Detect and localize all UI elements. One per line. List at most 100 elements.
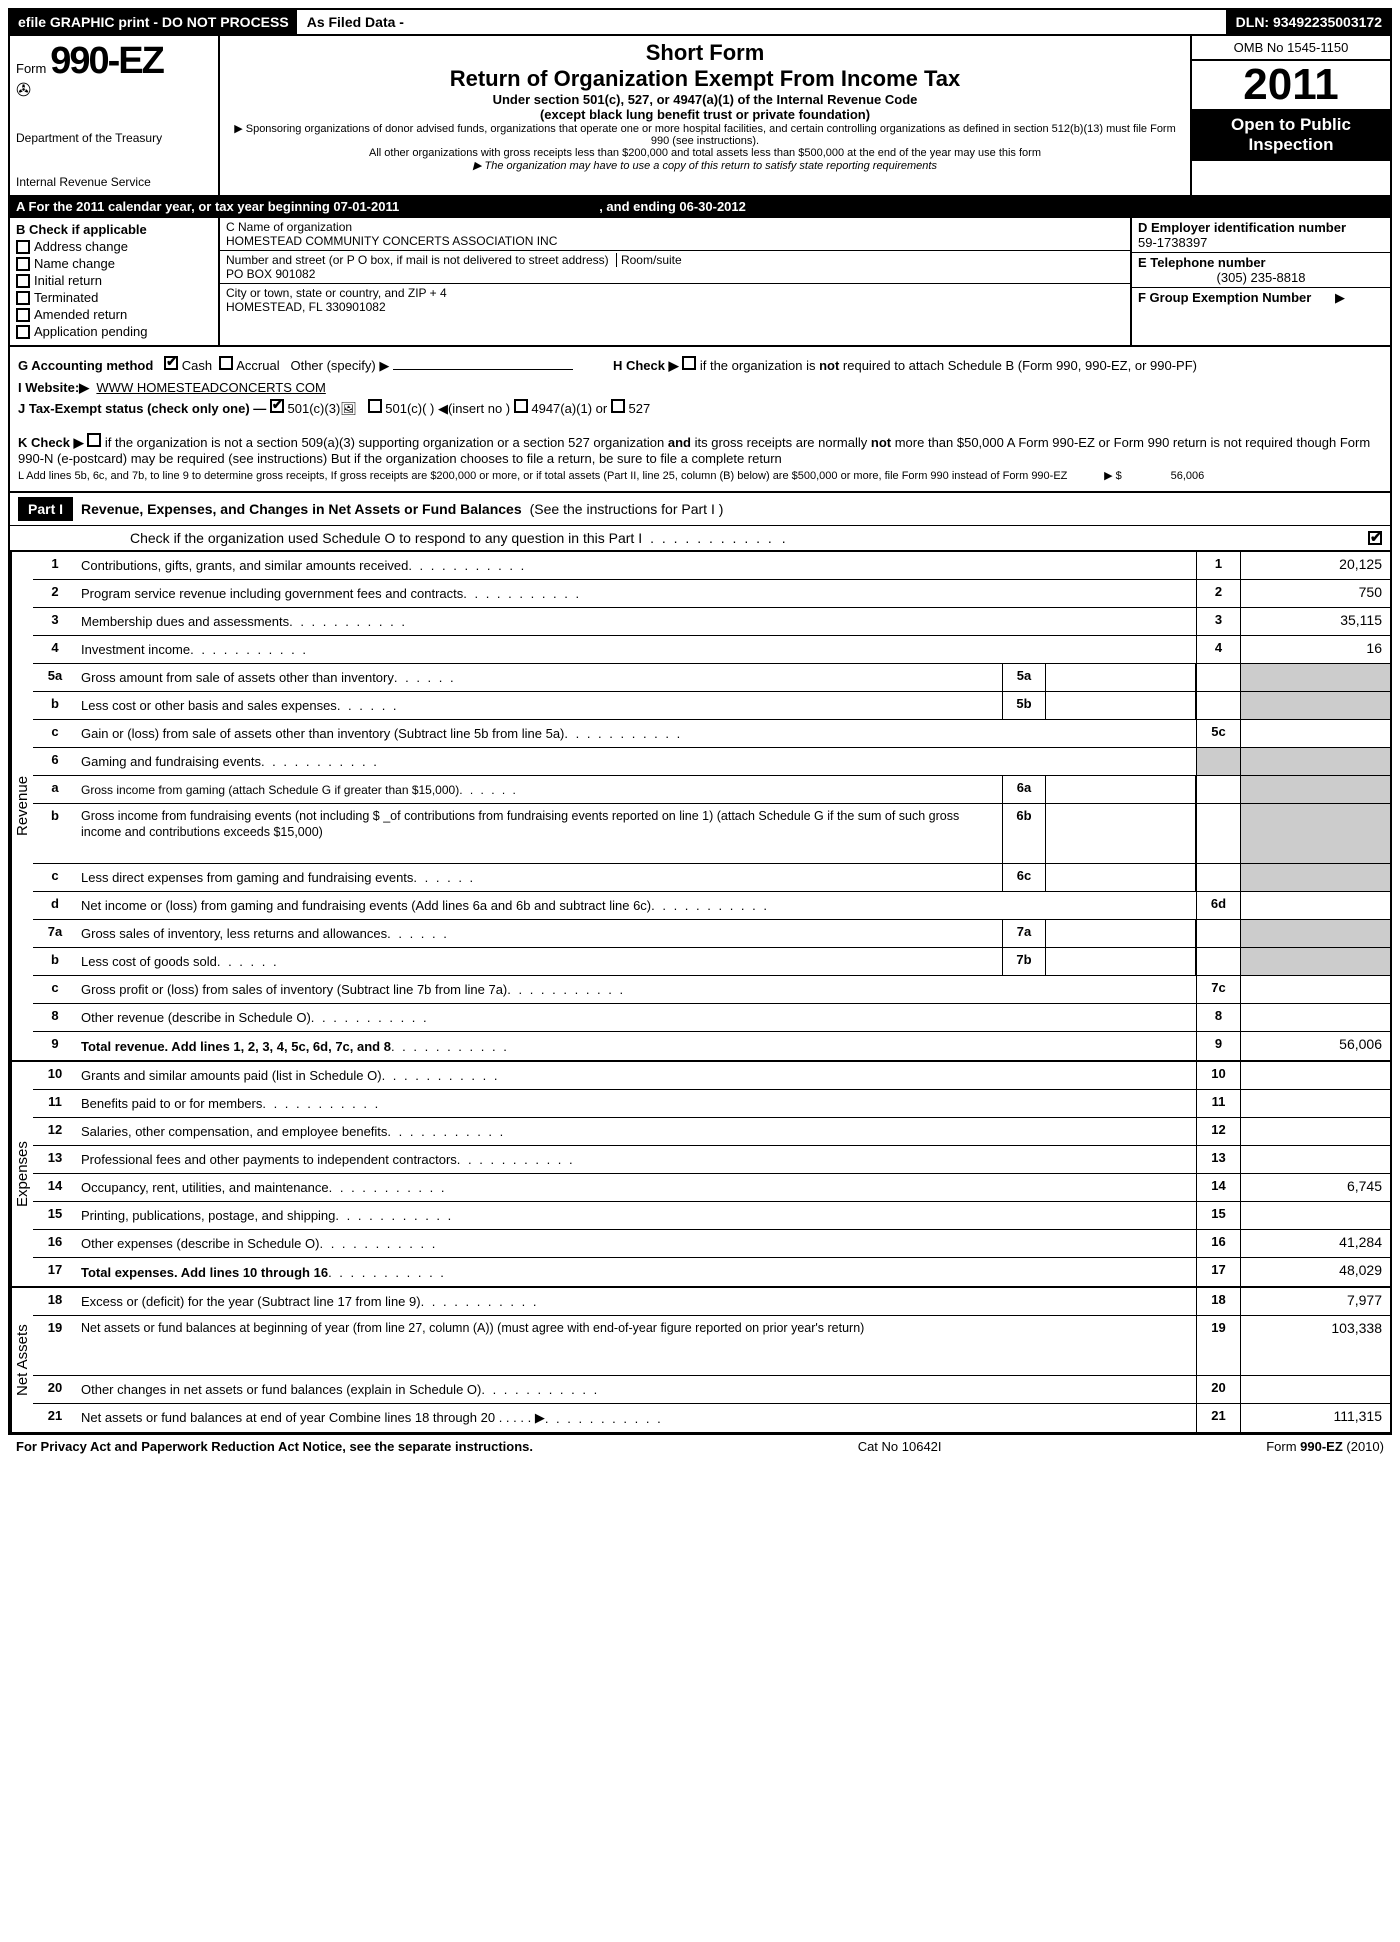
header-right: OMB No 1545-1150 2011 Open to Public Ins… (1190, 36, 1390, 195)
line-right-num: 21 (1196, 1404, 1240, 1432)
cash-checkbox[interactable]: ✔ (164, 356, 178, 370)
line-num: 12 (33, 1118, 77, 1145)
line-desc: Salaries, other compensation, and employ… (77, 1118, 1196, 1145)
line-desc: Net income or (loss) from gaming and fun… (77, 892, 1196, 919)
line-row: b Gross income from fundraising events (… (33, 804, 1390, 864)
line-right-num: 11 (1196, 1090, 1240, 1117)
part1-check-o: Check if the organization used Schedule … (130, 530, 642, 546)
line-desc: Benefits paid to or for members (77, 1090, 1196, 1117)
colb-checkbox-0[interactable] (16, 240, 30, 254)
line-mid-num: 5b (1002, 692, 1046, 719)
colb-option-1: Name change (16, 256, 212, 271)
line-num: 10 (33, 1062, 77, 1089)
line-row: 1 Contributions, gifts, grants, and simi… (33, 552, 1390, 580)
g-cash: Cash (182, 358, 212, 373)
netassets-vlabel: Net Assets (10, 1288, 33, 1432)
line-num: 13 (33, 1146, 77, 1173)
line-mid-num: 6c (1002, 864, 1046, 891)
line-g: G Accounting method ✔ Cash Accrual Other… (18, 356, 573, 374)
line-right-val: 7,977 (1240, 1288, 1390, 1315)
line-right-val: 41,284 (1240, 1230, 1390, 1257)
line-mid-val (1046, 864, 1196, 891)
colb-option-0: Address change (16, 239, 212, 254)
j-501c3-checkbox[interactable]: ✔ (270, 399, 284, 413)
sponsor-note-2: All other organizations with gross recei… (228, 147, 1182, 159)
line-row: 21 Net assets or fund balances at end of… (33, 1404, 1390, 1432)
line-h: H Check ▶ if the organization is not req… (613, 356, 1382, 374)
org-name-row: C Name of organization HOMESTEAD COMMUNI… (220, 218, 1130, 251)
line-right-val (1240, 1118, 1390, 1145)
j-4947-checkbox[interactable] (514, 399, 528, 413)
row-a-text2: , and ending 06-30-2012 (599, 199, 746, 214)
line-desc: Other revenue (describe in Schedule O) (77, 1004, 1196, 1031)
line-num: 21 (33, 1404, 77, 1432)
revenue-vlabel: Revenue (10, 552, 33, 1060)
efile-label: efile GRAPHIC print - DO NOT PROCESS (10, 10, 299, 34)
line-right-val (1240, 920, 1390, 947)
city-value: HOMESTEAD, FL 330901082 (226, 300, 447, 314)
line-right-num (1196, 948, 1240, 975)
line-mid-val (1046, 664, 1196, 691)
line-desc: Gaming and fundraising events (77, 748, 1196, 775)
line-right-val (1240, 1004, 1390, 1031)
line-right-num (1196, 804, 1240, 863)
part1-title: Revenue, Expenses, and Changes in Net As… (81, 501, 522, 517)
line-row: a Gross income from gaming (attach Sched… (33, 776, 1390, 804)
j-501c3: 501(c)(3) (288, 401, 341, 416)
line-mid-val (1046, 948, 1196, 975)
line-mid-num: 6a (1002, 776, 1046, 803)
dln-label: DLN: 93492235003172 (1228, 10, 1390, 34)
row-a-tax-year: A For the 2011 calendar year, or tax yea… (8, 197, 1392, 218)
j-527-checkbox[interactable] (611, 399, 625, 413)
dots (650, 530, 774, 546)
col-b-title: B Check if applicable (16, 222, 212, 237)
line-right-val: 56,006 (1240, 1032, 1390, 1060)
website-value: WWW HOMESTEADCONCERTS COM (96, 380, 325, 395)
line-row: 19 Net assets or fund balances at beginn… (33, 1316, 1390, 1376)
line-desc: Gross income from fundraising events (no… (77, 804, 1002, 863)
j-501c-checkbox[interactable] (368, 399, 382, 413)
colb-checkbox-5[interactable] (16, 325, 30, 339)
line-right-val (1240, 748, 1390, 775)
line-right-val (1240, 892, 1390, 919)
colb-checkbox-4[interactable] (16, 308, 30, 322)
line-mid-num: 7b (1002, 948, 1046, 975)
line-right-num (1196, 776, 1240, 803)
colb-checkbox-2[interactable] (16, 274, 30, 288)
line-row: 18 Excess or (deficit) for the year (Sub… (33, 1288, 1390, 1316)
line-row: 17 Total expenses. Add lines 10 through … (33, 1258, 1390, 1286)
colb-checkbox-3[interactable] (16, 291, 30, 305)
irs-eagle-icon: ✇ (16, 80, 212, 101)
asfiled-label: As Filed Data - (299, 10, 1228, 34)
footer: For Privacy Act and Paperwork Reduction … (8, 1434, 1392, 1458)
line-right-num: 5c (1196, 720, 1240, 747)
line-l: L Add lines 5b, 6c, and 7b, to line 9 to… (18, 469, 1382, 482)
h-checkbox[interactable] (682, 356, 696, 370)
line-row: 3 Membership dues and assessments 3 35,1… (33, 608, 1390, 636)
line-right-val (1240, 948, 1390, 975)
line-row: 8 Other revenue (describe in Schedule O)… (33, 1004, 1390, 1032)
line-num: 19 (33, 1316, 77, 1375)
line-desc: Less cost or other basis and sales expen… (77, 692, 1002, 719)
line-desc: Other expenses (describe in Schedule O) (77, 1230, 1196, 1257)
line-num: 8 (33, 1004, 77, 1031)
header-row: Form 990-EZ ✇ Department of the Treasury… (8, 36, 1392, 197)
city-label: City or town, state or country, and ZIP … (226, 286, 447, 300)
colb-label-3: Terminated (34, 290, 98, 305)
line-desc: Less direct expenses from gaming and fun… (77, 864, 1002, 891)
line-desc: Net assets or fund balances at beginning… (77, 1316, 1196, 1375)
line-right-val (1240, 804, 1390, 863)
colb-checkbox-1[interactable] (16, 257, 30, 271)
line-num: 7a (33, 920, 77, 947)
line-num: a (33, 776, 77, 803)
k-checkbox[interactable] (87, 433, 101, 447)
schedule-o-checkbox[interactable]: ✔ (1368, 531, 1382, 545)
line-desc: Investment income (77, 636, 1196, 663)
form-page: efile GRAPHIC print - DO NOT PROCESS As … (0, 0, 1400, 1466)
line-desc: Total revenue. Add lines 1, 2, 3, 4, 5c,… (77, 1032, 1196, 1060)
ein-row: D Employer identification number 59-1738… (1132, 218, 1390, 253)
city-row: City or town, state or country, and ZIP … (220, 284, 1130, 345)
part1-header-row: Part I Revenue, Expenses, and Changes in… (8, 493, 1392, 552)
g-other: Other (specify) ▶ (290, 358, 389, 373)
accrual-checkbox[interactable] (219, 356, 233, 370)
